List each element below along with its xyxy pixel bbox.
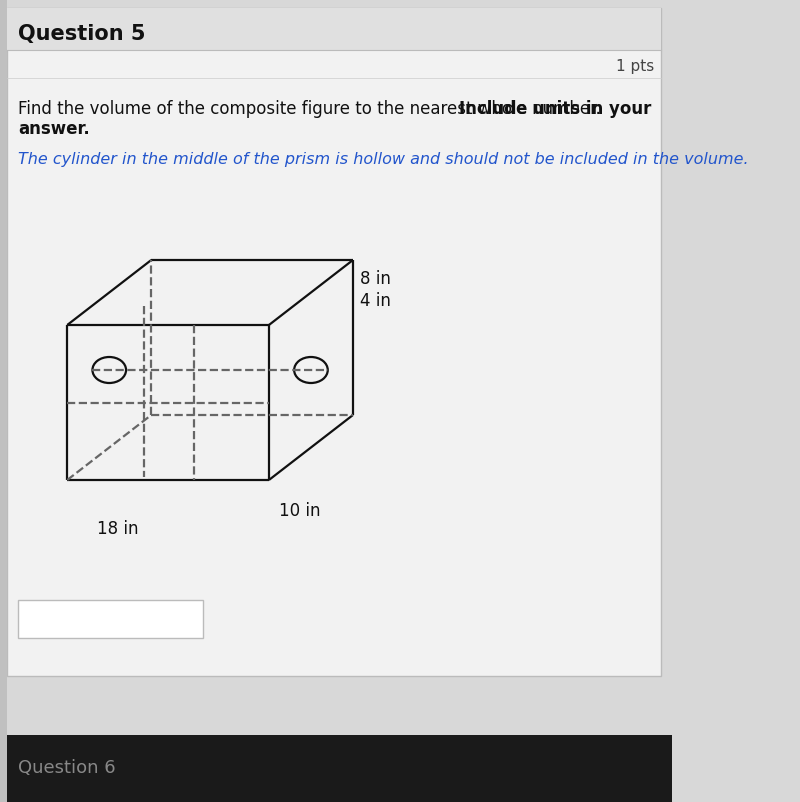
Text: The cylinder in the middle of the prism is hollow and should not be included in : The cylinder in the middle of the prism … [18, 152, 749, 167]
FancyBboxPatch shape [18, 600, 203, 638]
Text: Question 6: Question 6 [18, 759, 116, 777]
Text: 18 in: 18 in [97, 520, 138, 538]
Text: 10 in: 10 in [279, 502, 321, 520]
FancyBboxPatch shape [6, 8, 661, 676]
Text: Find the volume of the composite figure to the nearest whole number.: Find the volume of the composite figure … [18, 100, 606, 118]
Text: 8 in: 8 in [360, 270, 390, 288]
Text: Include units in your: Include units in your [459, 100, 651, 118]
Text: Question 5: Question 5 [18, 24, 146, 44]
Bar [0, 0, 6, 802]
Text: 1 pts: 1 pts [615, 59, 654, 75]
Text: 4 in: 4 in [360, 292, 390, 310]
Bar [6, 8, 661, 50]
Bar [0, 735, 672, 802]
Text: answer.: answer. [18, 120, 90, 138]
